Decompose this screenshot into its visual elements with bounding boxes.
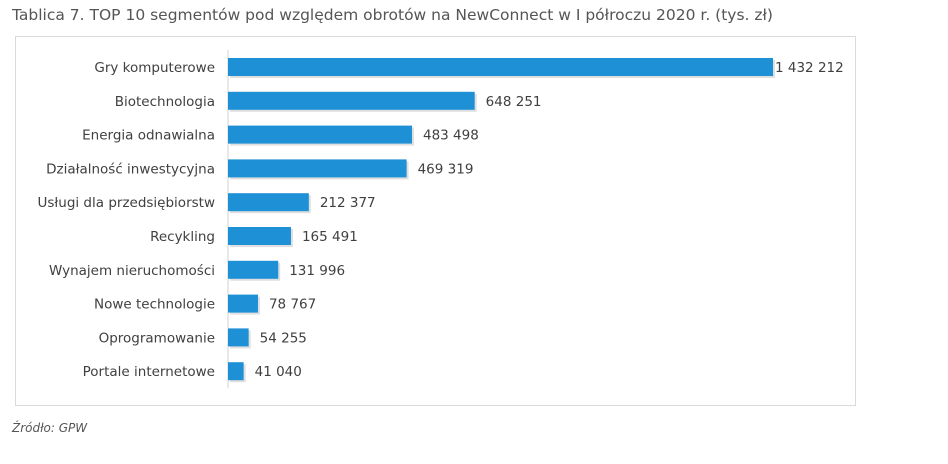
chart-frame xyxy=(15,36,856,406)
source-note: Źródło: GPW xyxy=(12,421,88,435)
chart-title: Tablica 7. TOP 10 segmentów pod względem… xyxy=(12,6,773,24)
